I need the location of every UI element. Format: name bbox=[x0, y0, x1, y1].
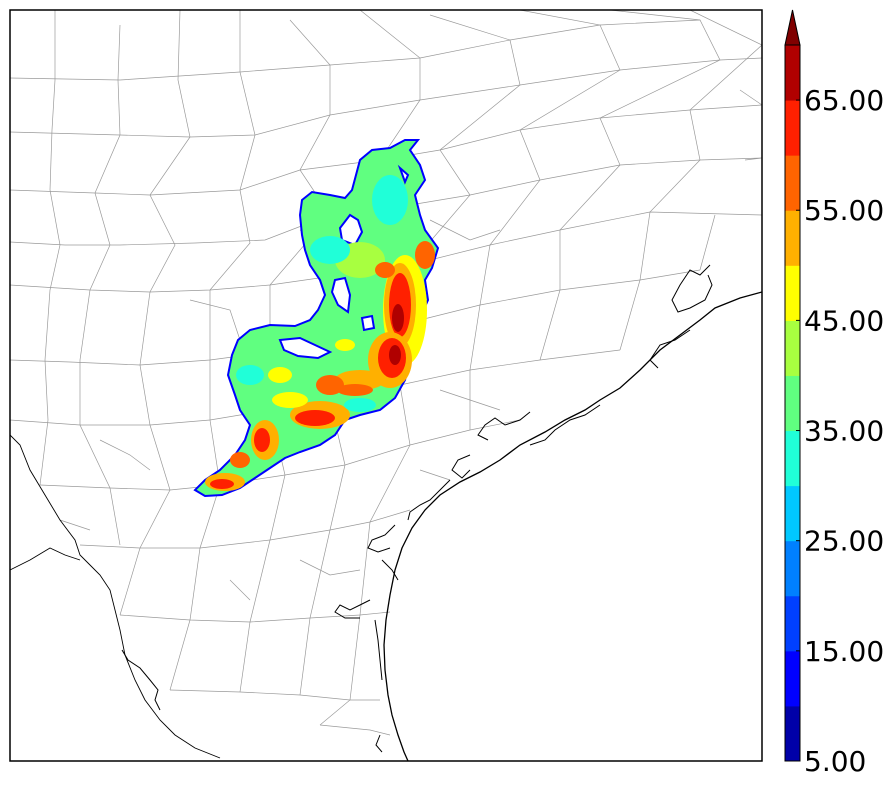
colorbar-segment bbox=[785, 595, 800, 652]
colorbar-tick-label: 35.00 bbox=[804, 415, 884, 448]
colorbar-tick-label: 45.00 bbox=[804, 304, 884, 337]
field-gap bbox=[330, 276, 352, 314]
colorbar-tick-label: 25.00 bbox=[804, 525, 884, 558]
colorbar-segment bbox=[785, 485, 800, 542]
colorbar-tick-label: 15.00 bbox=[804, 635, 884, 668]
field-gap bbox=[397, 164, 410, 185]
colorbar-segment bbox=[785, 100, 800, 156]
colorbar-segment bbox=[785, 210, 800, 266]
colorbar-tick-label: 65.00 bbox=[804, 84, 884, 117]
colorbar-segment bbox=[785, 45, 800, 101]
intensity-patches bbox=[205, 175, 435, 491]
field-gap bbox=[360, 314, 376, 332]
field-outline bbox=[193, 139, 440, 498]
bays bbox=[121, 264, 713, 753]
colorbar-segment bbox=[785, 320, 800, 376]
colorbar-frame bbox=[784, 44, 801, 762]
field-gap bbox=[278, 336, 333, 360]
colorbar-segment bbox=[785, 705, 800, 762]
border-line-west bbox=[10, 547, 81, 571]
rainfall-field bbox=[193, 139, 440, 498]
county-boundaries bbox=[10, 10, 762, 736]
map-frame bbox=[9, 9, 763, 762]
colorbar-extend-arrow bbox=[784, 9, 801, 46]
colorbar-segment bbox=[785, 375, 800, 432]
colorbar: 5.00 15.00 25.00 35.00 45.00 55.00 65.00 bbox=[784, 9, 884, 778]
colorbar-segment bbox=[785, 430, 800, 487]
colorbar-segment bbox=[785, 155, 800, 211]
colorbar-segment bbox=[785, 650, 800, 707]
colorbar-segment bbox=[785, 540, 800, 597]
colorbar-tick-label: 5.00 bbox=[804, 745, 866, 778]
colorbar-tick-label: 55.00 bbox=[804, 194, 884, 227]
colorbar-segment bbox=[785, 265, 800, 321]
coastline bbox=[383, 291, 762, 761]
border-line bbox=[10, 434, 221, 759]
